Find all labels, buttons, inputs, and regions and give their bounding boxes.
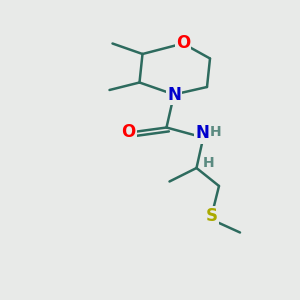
Text: N: N — [167, 85, 181, 103]
Text: H: H — [203, 156, 214, 170]
Text: O: O — [176, 34, 190, 52]
Text: N: N — [196, 124, 209, 142]
Text: O: O — [121, 123, 135, 141]
Text: H: H — [210, 125, 222, 139]
Text: S: S — [206, 207, 218, 225]
